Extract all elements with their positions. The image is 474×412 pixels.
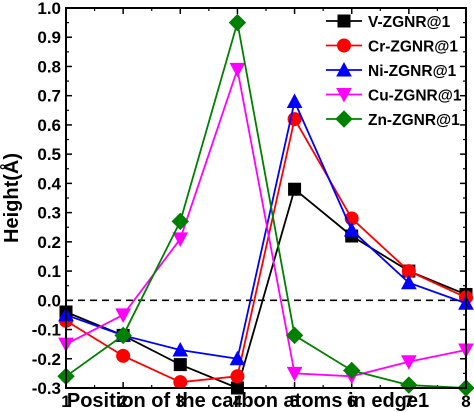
series-ni-zgnr-1 xyxy=(58,93,474,366)
data-point xyxy=(171,212,189,231)
legend: V-ZGNR@1 Cr-ZGNR@1 Ni-ZGNR@1 Cu-ZGNR@1 Zn-ZG… xyxy=(326,14,462,129)
y-tick-label: -0.3 xyxy=(32,379,61,398)
y-tick-label: -0.1 xyxy=(32,321,61,340)
x-tick-label: 1 xyxy=(61,392,70,411)
data-point xyxy=(229,350,246,366)
data-point xyxy=(401,274,417,290)
y-tick-label: 1.0 xyxy=(37,0,61,18)
x-tick-label: 4 xyxy=(233,392,243,411)
series-line xyxy=(65,98,467,360)
series-line xyxy=(65,187,467,390)
x-tick-label: 5 xyxy=(290,392,299,411)
legend-label: V-ZGNR@1 xyxy=(368,14,451,31)
legend-label: Cr-ZGNR@1 xyxy=(368,39,458,56)
data-point xyxy=(286,93,303,109)
data-point xyxy=(228,13,247,32)
legend-marker xyxy=(336,61,352,77)
y-tick-label: 0.4 xyxy=(37,174,61,193)
data-point xyxy=(401,355,417,370)
x-tick-label: 6 xyxy=(347,392,356,411)
y-tick-label: 0.7 xyxy=(37,87,61,106)
legend-label: Cu-ZGNR@1 xyxy=(368,88,462,105)
plot-frame xyxy=(65,7,467,389)
data-point xyxy=(230,369,245,384)
series-line xyxy=(65,116,467,384)
y-tick-label: 0.8 xyxy=(37,57,61,76)
series-line xyxy=(65,65,467,378)
legend-item: Ni-ZGNR@1 xyxy=(326,61,457,80)
data-point xyxy=(114,326,132,345)
data-point xyxy=(286,366,303,382)
data-point xyxy=(285,326,304,345)
data-point xyxy=(115,308,131,323)
data-point xyxy=(173,358,187,372)
y-tick-label: 0.0 xyxy=(37,291,61,310)
legend-marker xyxy=(335,110,353,128)
data-point xyxy=(343,222,360,237)
x-tick-label: 7 xyxy=(404,392,413,411)
legend-marker xyxy=(337,38,351,53)
data-point xyxy=(116,348,131,363)
data-point xyxy=(172,232,189,247)
data-point xyxy=(400,376,418,394)
x-tick-label: 8 xyxy=(461,392,470,411)
series-line xyxy=(65,22,467,389)
y-tick-label: 0.3 xyxy=(37,204,61,223)
y-tick-label: 0.9 xyxy=(37,28,61,47)
legend-marker xyxy=(336,88,352,103)
legend-item: Cr-ZGNR@1 xyxy=(326,38,458,56)
data-point xyxy=(173,375,188,390)
data-point xyxy=(343,361,361,380)
legend-marker xyxy=(337,14,351,28)
y-tick-label: -0.2 xyxy=(32,350,61,369)
series-cr-zgnr-1 xyxy=(59,112,473,390)
legend-label: Ni-ZGNR@1 xyxy=(368,63,457,80)
x-tick-label: 2 xyxy=(118,392,127,411)
data-point xyxy=(172,341,189,357)
y-tick-label: 0.2 xyxy=(37,233,61,252)
plot-layer: -0.3 -0.2 -0.1 0.0 0.1 0.2 0.3 0.4 0.5 0.6 0.7 0.8 0… xyxy=(32,0,474,411)
x-axis-label: Position of the carbon atoms in edge1 xyxy=(67,390,429,412)
data-point xyxy=(229,62,246,78)
y-tick-label: 0.5 xyxy=(37,145,61,164)
legend-item: Cu-ZGNR@1 xyxy=(326,88,462,105)
x-tick-label: 3 xyxy=(176,392,185,411)
y-tick-label: 0.6 xyxy=(37,116,61,135)
y-tick-label: 0.1 xyxy=(37,262,61,281)
legend-label: Zn-ZGNR@1 xyxy=(368,112,460,129)
legend-item: Zn-ZGNR@1 xyxy=(326,110,460,129)
y-axis-label: Height(Å) xyxy=(0,153,23,243)
legend-item: V-ZGNR@1 xyxy=(326,14,451,31)
data-point xyxy=(288,182,302,196)
